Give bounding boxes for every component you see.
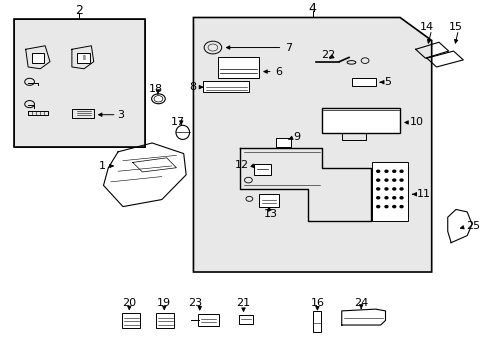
- Bar: [31, 53, 43, 63]
- Bar: [156, 313, 174, 328]
- Text: 5: 5: [384, 77, 391, 87]
- Bar: [203, 81, 249, 92]
- Circle shape: [392, 179, 395, 181]
- Text: 6: 6: [274, 67, 282, 77]
- Bar: [259, 194, 278, 207]
- Bar: [14, 19, 144, 147]
- Polygon shape: [193, 18, 431, 272]
- Circle shape: [392, 197, 395, 199]
- Text: 4: 4: [308, 2, 316, 15]
- Text: 2: 2: [75, 4, 83, 17]
- Bar: [122, 313, 140, 328]
- Text: 23: 23: [187, 298, 202, 308]
- Circle shape: [399, 170, 402, 172]
- Circle shape: [392, 188, 395, 190]
- Text: 16: 16: [310, 298, 324, 308]
- Text: 11: 11: [416, 189, 430, 199]
- Circle shape: [384, 170, 387, 172]
- Circle shape: [376, 170, 379, 172]
- Text: 3: 3: [117, 110, 124, 120]
- Circle shape: [399, 206, 402, 208]
- Text: 19: 19: [157, 298, 171, 308]
- Text: 1: 1: [99, 161, 106, 171]
- Text: 8: 8: [188, 82, 196, 92]
- Circle shape: [384, 179, 387, 181]
- Text: 17: 17: [170, 117, 184, 127]
- Bar: [14, 19, 144, 147]
- Bar: [217, 57, 259, 78]
- Text: 24: 24: [353, 298, 367, 308]
- Circle shape: [384, 206, 387, 208]
- Circle shape: [399, 188, 402, 190]
- Text: 22: 22: [320, 50, 335, 60]
- Text: 20: 20: [122, 298, 136, 308]
- Circle shape: [376, 197, 379, 199]
- Text: 10: 10: [409, 117, 423, 127]
- Circle shape: [376, 206, 379, 208]
- Text: 7: 7: [284, 42, 291, 53]
- Bar: [276, 138, 290, 147]
- Circle shape: [392, 206, 395, 208]
- Bar: [254, 164, 271, 175]
- Text: 21: 21: [236, 298, 250, 308]
- Text: 13: 13: [264, 210, 278, 219]
- Circle shape: [392, 170, 395, 172]
- Circle shape: [376, 188, 379, 190]
- Text: 9: 9: [292, 132, 300, 141]
- Bar: [352, 78, 375, 86]
- Text: 15: 15: [448, 22, 462, 32]
- Circle shape: [399, 179, 402, 181]
- Bar: [238, 315, 253, 324]
- Bar: [371, 162, 407, 221]
- Bar: [322, 108, 399, 133]
- Circle shape: [384, 197, 387, 199]
- Text: 18: 18: [149, 84, 163, 94]
- Text: 14: 14: [419, 22, 433, 32]
- Bar: [77, 53, 90, 63]
- Text: ii: ii: [82, 55, 86, 61]
- Text: 12: 12: [235, 160, 249, 170]
- Circle shape: [376, 179, 379, 181]
- Bar: [198, 314, 218, 326]
- Bar: [312, 311, 321, 332]
- Circle shape: [384, 188, 387, 190]
- Circle shape: [399, 197, 402, 199]
- Text: 25: 25: [465, 221, 479, 231]
